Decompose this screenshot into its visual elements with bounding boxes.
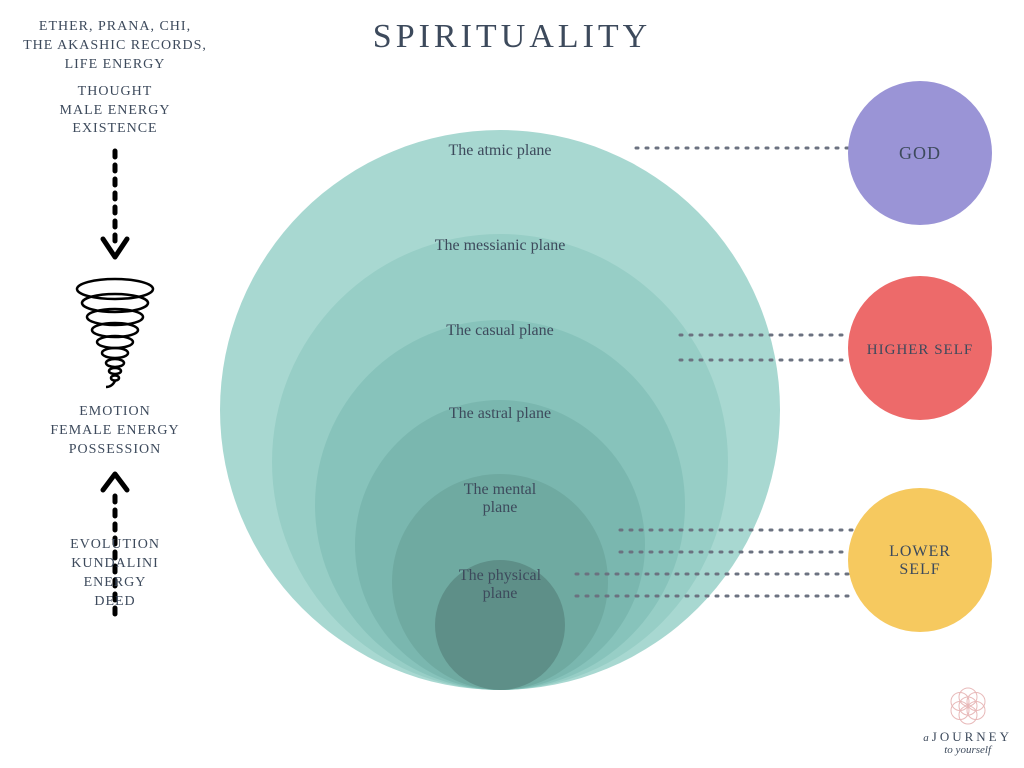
legend-line2: JOURNEY	[932, 729, 1012, 744]
plane-label-0: The atmic plane	[448, 142, 551, 159]
main-diagram: GODHIGHER SELFLOWERSELF The atmic planeT…	[0, 0, 1024, 768]
plane-label-1: The messianic plane	[435, 237, 566, 254]
legend-line1: a	[923, 732, 929, 744]
plane-label-2: The casual plane	[446, 322, 554, 339]
brand-legend: a JOURNEY to yourself	[923, 686, 1012, 756]
node-lower	[848, 488, 992, 632]
plane-label-3: The astral plane	[449, 405, 551, 422]
node-label-higher: HIGHER SELF	[867, 342, 973, 358]
node-label-god: GOD	[899, 143, 941, 163]
legend-line3: to yourself	[923, 744, 1012, 756]
flower-icon	[948, 686, 988, 726]
